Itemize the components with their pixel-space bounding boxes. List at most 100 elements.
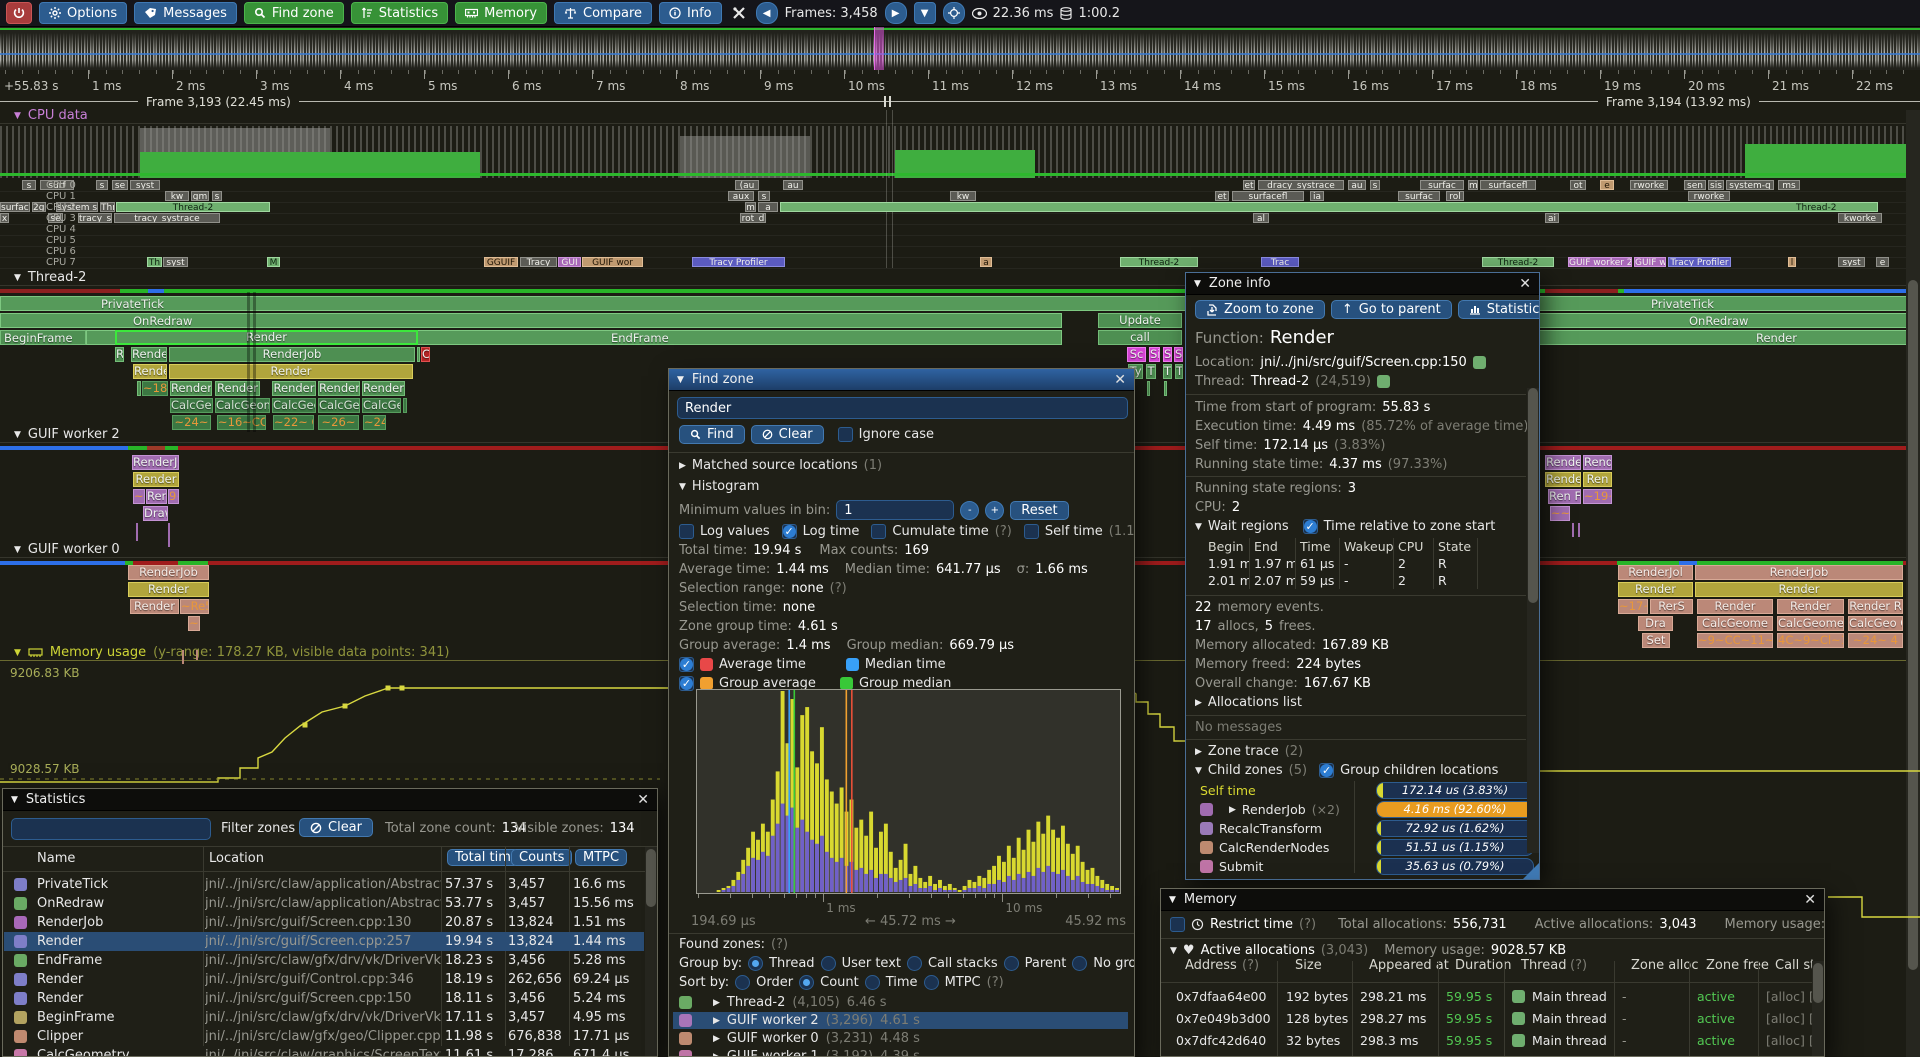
- stats-table-row[interactable]: Render jni/../jni/src/guif/Screen.cpp:150…: [4, 989, 644, 1008]
- cpu-zone[interactable]: rol: [1446, 191, 1464, 201]
- cpu-zone[interactable]: GUIF worker 2: [1568, 257, 1632, 267]
- cpu-zone[interactable]: sis: [1708, 180, 1724, 190]
- zone-bar[interactable]: Set: [1642, 633, 1670, 648]
- cpu-zone[interactable]: aux: [728, 191, 754, 201]
- cpu-zone[interactable]: e: [1876, 257, 1889, 267]
- cpu-zone[interactable]: Thread-2: [116, 202, 270, 212]
- zone-bar[interactable]: Ren Ff: [1548, 489, 1581, 504]
- cpu-zone[interactable]: rot_d: [740, 213, 766, 223]
- stats-col-name[interactable]: Name: [37, 851, 76, 866]
- groupby-radio-parent[interactable]: [1003, 956, 1019, 971]
- restrict-time-checkbox[interactable]: [1170, 917, 1185, 932]
- zone-bar[interactable]: S: [1174, 347, 1183, 362]
- cumulate-time-checkbox[interactable]: [871, 524, 887, 539]
- zone-bar[interactable]: ~24~ 4: [1848, 633, 1903, 648]
- sortby-radio-mtpc[interactable]: [923, 975, 939, 990]
- zone-bar[interactable]: ~24~: [172, 415, 211, 430]
- zone-bar[interactable]: Render: [130, 599, 179, 614]
- zone-bar[interactable]: Render: [1545, 472, 1581, 487]
- log-values-checkbox[interactable]: [679, 524, 694, 539]
- zone-bar[interactable]: CalcGeomet: [1777, 616, 1844, 631]
- cpu-zone[interactable]: m: [1468, 180, 1478, 190]
- cpu-zone[interactable]: Th: [147, 257, 162, 267]
- zone-bar[interactable]: Render: [169, 364, 413, 379]
- zone-bar[interactable]: RerS: [1650, 599, 1693, 614]
- zone-bar[interactable]: CalcGeome: [1697, 616, 1773, 631]
- child-zone-row[interactable]: CalcRenderNodes 51.51 us (1.15%): [1200, 839, 1534, 856]
- next-frame-button[interactable]: ▶: [884, 2, 907, 24]
- zone-bar[interactable]: ~18~: [142, 381, 168, 396]
- zone-bar[interactable]: Render: [1502, 330, 1920, 345]
- cpu-zone[interactable]: au: [783, 180, 803, 190]
- cpu-zone[interactable]: rworke: [1630, 180, 1668, 190]
- zone-bar[interactable]: RenderJol: [132, 455, 179, 470]
- zone-bar[interactable]: Render: [215, 381, 260, 396]
- memory-table-row[interactable]: 0x7e049b3d00 128 bytes 298.27 ms 59.95 s Mai…: [1176, 1010, 1824, 1026]
- zone-info-close-icon[interactable]: ✕: [1519, 275, 1531, 292]
- memory-table-row[interactable]: 0x7dfaa64e00 192 bytes 298.21 ms 59.95 s Mai…: [1176, 988, 1824, 1004]
- cpu-zone[interactable]: l: [1788, 257, 1796, 267]
- cpu-zone[interactable]: GGUIF: [484, 257, 518, 267]
- zoom-to-zone-button[interactable]: Zoom to zone: [1195, 300, 1325, 319]
- child-zone-row[interactable]: RecalcTransform 72.92 us (1.62%): [1200, 820, 1534, 837]
- thread-header[interactable]: ▼ Thread-2: [0, 270, 1920, 286]
- statistics-filter-input[interactable]: [11, 818, 211, 840]
- prev-frame-button[interactable]: ◀: [755, 2, 778, 24]
- memory-close-icon[interactable]: ✕: [1804, 891, 1816, 908]
- zone-bar[interactable]: Rend: [146, 489, 167, 504]
- resize-grip[interactable]: [1523, 863, 1539, 879]
- min-bin-plus[interactable]: +: [985, 500, 1005, 520]
- zone-bar[interactable]: [1147, 381, 1150, 396]
- cpu-zone[interactable]: x: [0, 213, 9, 223]
- zone-bar[interactable]: T: [1146, 364, 1156, 379]
- found-zone-group[interactable]: ▶ Thread-2 (4,105) 6.46 s: [673, 994, 1128, 1011]
- zone-bar[interactable]: Render: [128, 582, 209, 597]
- histogram-section-row[interactable]: ▼ Histogram: [679, 479, 760, 494]
- found-zone-group[interactable]: ▶ GUIF worker 0 (3,231) 4.48 s: [673, 1030, 1128, 1047]
- zone-bar[interactable]: ~: [188, 616, 200, 631]
- time-relative-checkbox[interactable]: [1302, 519, 1318, 534]
- allocations-list-row[interactable]: ▶ Allocations list: [1195, 695, 1303, 710]
- zone-bar[interactable]: RenderJob: [128, 565, 209, 580]
- zone-bar[interactable]: Sc: [1127, 347, 1146, 362]
- cpu-zone[interactable]: Tracy Profiler: [1668, 257, 1731, 267]
- cpu-zone[interactable]: Thre: [100, 202, 115, 212]
- matched-locations-row[interactable]: ▶ Matched source locations (1): [679, 458, 883, 473]
- zone-bar[interactable]: ~24~: [363, 415, 386, 430]
- zone-info-titlebar[interactable]: ▼ Zone info ✕: [1186, 273, 1539, 295]
- statistics-close-icon[interactable]: ✕: [637, 791, 649, 808]
- zone-bar[interactable]: Render: [115, 330, 418, 345]
- find-button[interactable]: Find: [679, 425, 745, 444]
- cpu-zone[interactable]: ms: [1778, 180, 1800, 190]
- min-bin-minus[interactable]: -: [960, 500, 980, 520]
- cpu-zone[interactable]: tracy_systrace: [114, 213, 220, 223]
- find-zone-search-input[interactable]: Render: [677, 397, 1128, 419]
- stats-col-total-sort[interactable]: Total tim: [447, 849, 519, 866]
- groupby-radio-call-stacks[interactable]: [906, 956, 922, 971]
- zone-bar[interactable]: Render: [133, 472, 179, 487]
- crosshair-button[interactable]: [942, 2, 965, 24]
- cpu-zone[interactable]: surfacefl: [1232, 191, 1304, 201]
- zone-bar[interactable]: T: [1175, 364, 1183, 379]
- cpu-zone[interactable]: et: [1243, 180, 1255, 190]
- stats-table-row[interactable]: CalcGeometry jni/../jni/src/claw/graphics…: [4, 1046, 644, 1056]
- stats-col-counts-sort[interactable]: Counts: [511, 849, 573, 866]
- find-zone-titlebar[interactable]: ▼ Find zone ✕: [669, 369, 1134, 391]
- cpu-zone[interactable]: au: [1348, 180, 1366, 190]
- info-button[interactable]: Info: [659, 2, 722, 24]
- zone-bar[interactable]: Rende: [133, 364, 167, 379]
- zone-bar[interactable]: CalcGeo: [318, 398, 360, 413]
- cpu-zone[interactable]: se: [112, 180, 128, 190]
- zone-location-swatch[interactable]: [1472, 356, 1486, 369]
- zone-bar[interactable]: Render: [1695, 582, 1903, 597]
- zone-bar[interactable]: RenderJol: [1618, 565, 1693, 580]
- cpu-zone[interactable]: surfac: [1398, 191, 1440, 201]
- groupby-radio-no-grouping[interactable]: [1072, 956, 1088, 971]
- tools-icon[interactable]: [729, 3, 749, 23]
- cpu-zone[interactable]: surfacefl: [1480, 180, 1536, 190]
- zone-bar[interactable]: [1164, 381, 1167, 396]
- stats-table-row[interactable]: PrivateTick jni/../jni/src/claw/applicati…: [4, 875, 644, 894]
- findzone-histogram[interactable]: [696, 689, 1121, 894]
- zone-bar[interactable]: ~22~ C: [273, 415, 314, 430]
- zone-bar[interactable]: S: [1163, 347, 1172, 362]
